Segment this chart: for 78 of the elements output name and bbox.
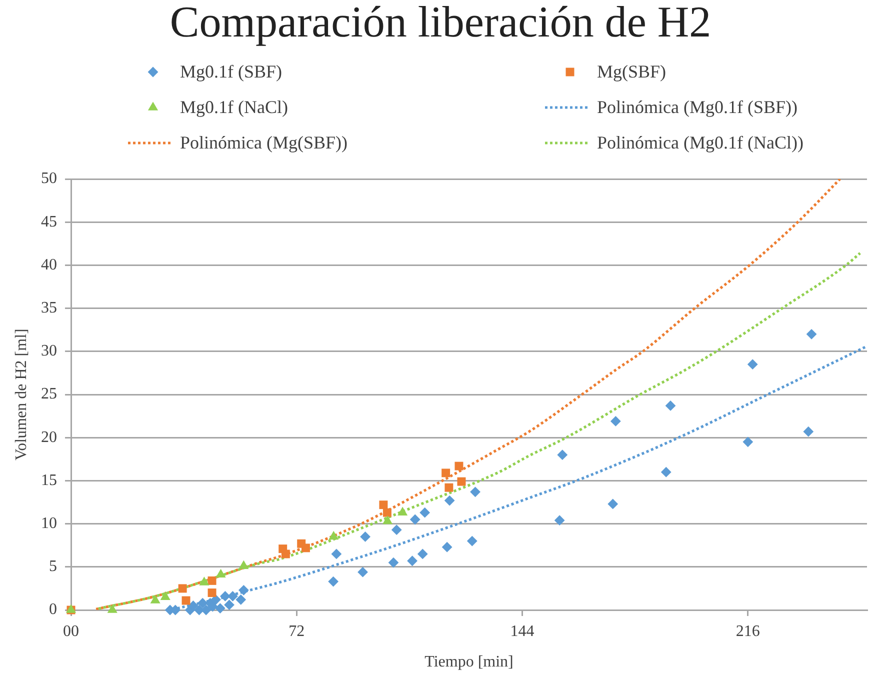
y-tick-label: 10 (41, 515, 57, 532)
point (457, 477, 466, 486)
point (444, 495, 455, 506)
point (238, 584, 249, 596)
point (470, 486, 480, 498)
point (160, 591, 170, 600)
point (660, 466, 672, 478)
point (398, 506, 408, 516)
point (554, 515, 565, 526)
point (391, 524, 402, 536)
point (214, 603, 226, 614)
point (178, 584, 187, 593)
point (466, 536, 478, 546)
point (228, 591, 238, 602)
y-tick-label: 35 (41, 300, 57, 317)
y-tick-label: 20 (41, 428, 57, 446)
point (417, 548, 428, 560)
line-series (94, 179, 842, 610)
point (442, 542, 452, 552)
y-tick-label: 45 (41, 213, 57, 230)
point (238, 560, 249, 569)
point (557, 450, 568, 460)
x-tick-label: 216 (736, 622, 760, 640)
legend-label: Polinómica (Mg(SBF)) (180, 132, 348, 153)
x-tick-label: 00 (63, 622, 79, 640)
point (281, 550, 290, 558)
point (610, 416, 621, 426)
y-tick-label: 30 (41, 342, 57, 360)
point (107, 604, 118, 613)
legend-label: Mg0.1f (SBF) (180, 62, 282, 82)
point (388, 557, 399, 568)
point (236, 594, 246, 605)
point (208, 576, 216, 585)
point (382, 515, 393, 524)
point (420, 507, 430, 518)
point (182, 596, 190, 605)
point (224, 600, 234, 610)
point (442, 468, 450, 478)
point (150, 594, 160, 604)
point (208, 588, 216, 598)
point (454, 462, 464, 470)
y-tick-label: 0 (49, 601, 57, 618)
point (742, 436, 754, 448)
point (328, 576, 339, 587)
point (216, 568, 226, 578)
point (747, 359, 758, 370)
legend-label: Mg(SBF) (597, 62, 666, 82)
legend-label: Polinómica (Mg0.1f (NaCl)) (597, 132, 804, 153)
point (382, 508, 392, 517)
point (407, 556, 418, 566)
x-tick-label: 144 (510, 622, 534, 640)
point (379, 500, 388, 510)
y-tick-label: 15 (41, 472, 57, 489)
point (360, 532, 370, 542)
y-tick-label: 25 (41, 386, 57, 403)
y-tick-label: 50 (41, 170, 57, 188)
y-tick-label: 5 (49, 558, 57, 576)
point (358, 566, 368, 578)
point (806, 328, 817, 340)
x-tick-label: 72 (288, 622, 305, 640)
point (331, 548, 342, 560)
chart-title: Comparación liberación de H2 (170, 0, 712, 47)
point (220, 591, 230, 602)
point (665, 400, 676, 411)
point (803, 426, 814, 437)
point (301, 544, 310, 552)
y-tick-label: 40 (41, 256, 57, 274)
point (410, 514, 420, 525)
point (199, 576, 210, 586)
point (210, 594, 221, 605)
legend-label: Polinómica (Mg0.1f (SBF)) (597, 97, 798, 118)
point (328, 530, 339, 540)
y-axis-title: Volumen de H2 [ml] (12, 328, 30, 460)
x-axis-title: Tiempo [min] (424, 654, 514, 671)
point (444, 483, 454, 492)
legend-label: Mg0.1f (NaCl) (180, 97, 288, 118)
point (188, 600, 198, 611)
point (608, 498, 618, 510)
